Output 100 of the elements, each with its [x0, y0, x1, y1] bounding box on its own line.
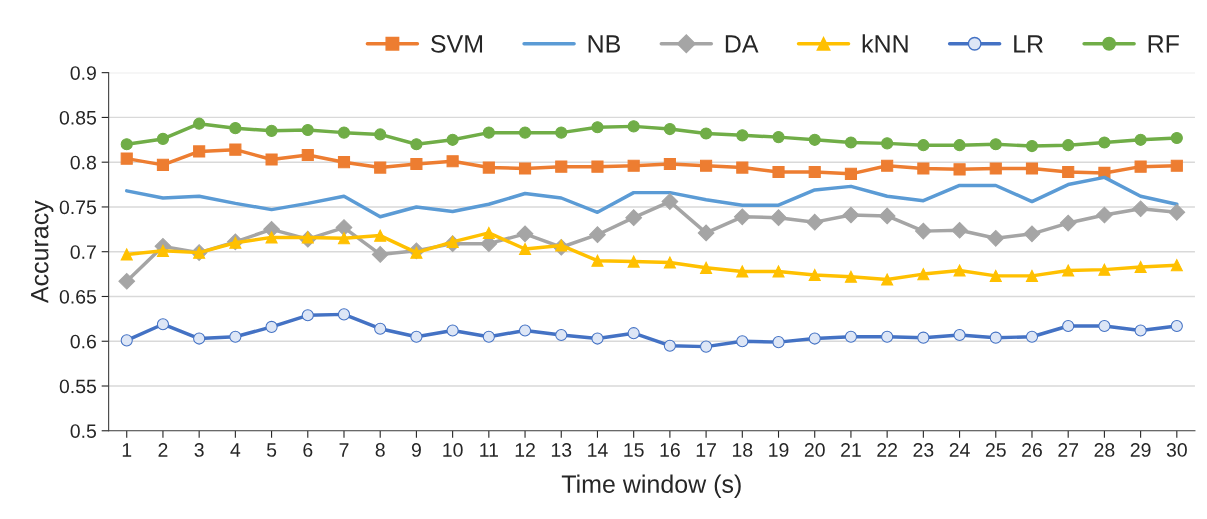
y-tick-label: 0.7	[70, 245, 96, 259]
point	[337, 308, 351, 321]
x-tick-label: 23	[913, 443, 934, 457]
legend-label: kNN	[862, 34, 908, 53]
y-tick-label: 0.6	[70, 334, 96, 349]
point	[555, 328, 568, 342]
point	[736, 161, 749, 174]
point	[917, 331, 930, 344]
x-tick-label: 4	[230, 443, 241, 457]
point	[410, 157, 423, 171]
point	[989, 138, 1002, 151]
point	[772, 336, 785, 349]
point	[591, 121, 604, 134]
point	[914, 222, 932, 240]
point	[808, 165, 821, 179]
point	[1062, 165, 1075, 179]
point	[1132, 200, 1149, 218]
point	[953, 264, 966, 277]
point	[1134, 133, 1147, 146]
point	[265, 320, 278, 333]
point	[808, 268, 821, 282]
point	[663, 122, 676, 136]
point	[881, 159, 894, 172]
point	[844, 167, 858, 180]
point	[518, 162, 532, 175]
point	[591, 160, 604, 173]
legend-label: DA	[725, 35, 759, 53]
legend-label: SVM	[431, 35, 483, 53]
point	[337, 156, 351, 169]
point	[700, 127, 713, 140]
x-tick-label: 7	[339, 443, 349, 457]
y-tick-label: 0.65	[59, 289, 97, 304]
point	[337, 232, 351, 245]
point	[1134, 324, 1147, 337]
x-tick-label: 25	[985, 443, 1006, 457]
point	[917, 162, 930, 175]
x-tick-label: 22	[877, 443, 897, 457]
point	[589, 226, 606, 244]
point	[808, 133, 821, 146]
point	[989, 269, 1002, 282]
point	[446, 324, 459, 337]
point	[193, 145, 206, 158]
legend-label: NB	[588, 35, 620, 53]
point	[736, 265, 749, 278]
x-tick-label: 30	[1166, 443, 1187, 457]
legend-label: LR	[1014, 35, 1043, 53]
point	[917, 139, 930, 152]
point	[1023, 225, 1041, 243]
point	[156, 318, 170, 331]
point	[989, 162, 1002, 175]
x-tick-label: 28	[1094, 443, 1115, 457]
legend-label: RF	[1148, 35, 1179, 53]
point	[1134, 260, 1147, 274]
x-tick-label: 15	[624, 443, 644, 457]
x-tick-label: 11	[480, 443, 498, 457]
point	[156, 132, 170, 145]
point	[917, 268, 930, 281]
x-tick-label: 27	[1058, 443, 1079, 457]
point	[518, 126, 532, 139]
point	[806, 213, 824, 231]
point	[482, 226, 495, 239]
point	[953, 328, 966, 342]
x-tick-label: 19	[769, 443, 789, 457]
x-tick-label: 14	[588, 443, 608, 457]
point	[953, 163, 966, 176]
point	[120, 152, 133, 165]
point	[591, 332, 604, 345]
point	[625, 209, 643, 227]
point	[193, 117, 206, 130]
point	[627, 120, 640, 133]
point	[301, 123, 314, 137]
point	[627, 255, 640, 268]
point	[842, 206, 860, 224]
x-tick-label: 2	[158, 443, 168, 457]
point	[844, 330, 858, 343]
point	[951, 221, 968, 239]
point	[881, 273, 894, 286]
x-tick-label: 3	[194, 443, 204, 457]
point	[881, 137, 894, 150]
point	[410, 330, 423, 343]
point	[700, 340, 713, 353]
point	[772, 165, 785, 179]
x-axis-title: Time window (s)	[561, 474, 741, 498]
point	[1025, 162, 1039, 175]
point	[374, 161, 387, 174]
point	[808, 332, 821, 345]
y-tick-label: 0.85	[59, 110, 97, 125]
point	[663, 157, 676, 171]
point	[555, 160, 568, 173]
point	[229, 330, 242, 343]
point	[1096, 206, 1113, 224]
x-tick-label: 20	[804, 443, 825, 457]
point	[193, 332, 206, 345]
x-tick-label: 26	[1022, 443, 1042, 457]
point	[1025, 269, 1039, 282]
point	[482, 161, 495, 174]
point	[1170, 319, 1183, 333]
point	[1168, 203, 1186, 221]
x-tick-label: 1	[122, 443, 132, 457]
point	[1062, 139, 1075, 152]
